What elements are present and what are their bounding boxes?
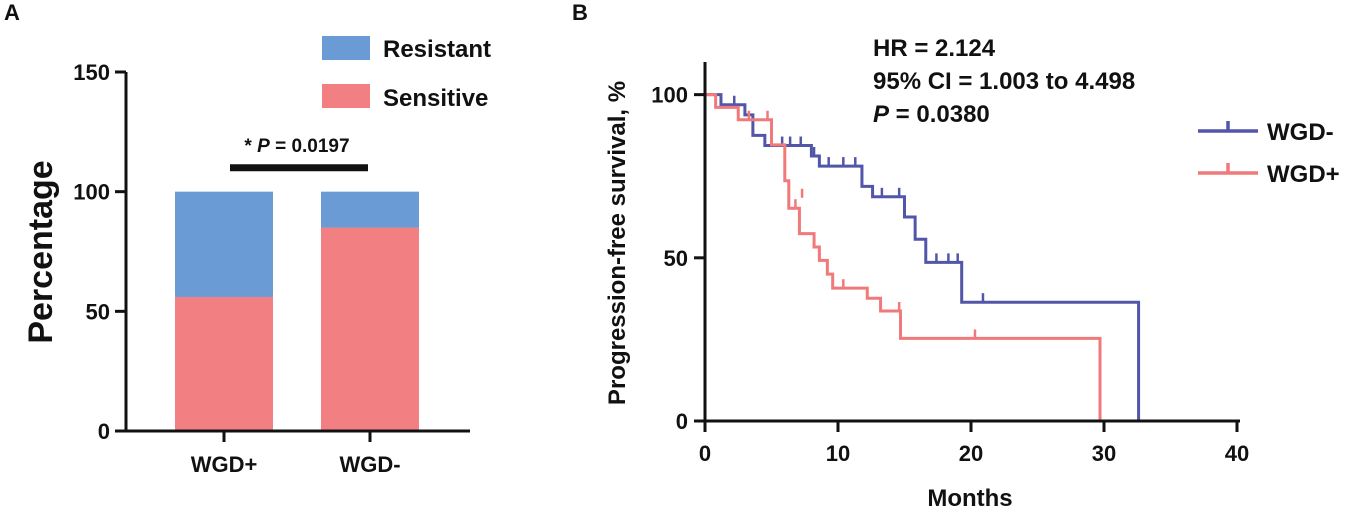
- panel-a-significance: * P = 0.0197: [230, 136, 368, 172]
- legend-label-wgd-minus: WGD-: [1267, 119, 1334, 146]
- y-tick-label-50: 50: [664, 246, 688, 271]
- bar-wgd-plus-sensitive: [175, 296, 273, 431]
- bar-wgd-minus-sensitive: [321, 227, 419, 431]
- y-tick-label-0: 0: [676, 409, 688, 434]
- panel-a-y-ticks: 0 50 100 150: [73, 60, 126, 444]
- x-tick-label-0: 0: [699, 441, 711, 466]
- panel-a-label: A: [4, 0, 20, 25]
- hazard-ratio-text: HR = 2.124: [873, 35, 996, 62]
- significance-p-italic: P: [257, 136, 270, 157]
- x-tick-label-wgd-plus: WGD+: [191, 452, 258, 477]
- x-tick-label-20: 20: [959, 441, 983, 466]
- legend-label-sensitive: Sensitive: [383, 85, 488, 112]
- panel-a-bars: [175, 191, 419, 431]
- confidence-interval-text: 95% CI = 1.003 to 4.498: [873, 68, 1135, 95]
- panel-b-x-axis-label: Months: [927, 485, 1012, 512]
- legend-label-wgd-plus: WGD+: [1267, 161, 1340, 188]
- y-tick-label-100: 100: [651, 83, 688, 108]
- panel-b-legend: WGD- WGD+: [1198, 119, 1340, 188]
- panel-a-x-ticks: WGD+ WGD-: [191, 431, 401, 477]
- panel-b-x-ticks: 0 10 20 30 40: [699, 421, 1249, 466]
- p-value-text: P = 0.0380: [873, 101, 990, 128]
- panel-b-label: B: [572, 0, 588, 25]
- significance-star: *: [244, 136, 257, 157]
- x-tick-label-10: 10: [826, 441, 850, 466]
- legend-label-resistant: Resistant: [383, 36, 491, 63]
- panel-a-legend: Resistant Sensitive: [322, 36, 491, 112]
- bar-wgd-plus-resistant: [175, 191, 273, 297]
- panel-b-y-ticks: 0 50 100: [651, 83, 705, 434]
- p-value: = 0.0380: [889, 101, 990, 128]
- panel-a-stacked-bar-chart: A Percentage 0 50 100 150 WGD+ WGD- * P = 0.…: [4, 0, 491, 477]
- y-tick-label-150: 150: [73, 60, 110, 85]
- x-tick-label-30: 30: [1092, 441, 1116, 466]
- y-tick-label-50: 50: [86, 299, 110, 324]
- x-tick-label-40: 40: [1225, 441, 1249, 466]
- p-italic: P: [873, 101, 890, 128]
- panel-b-survival-chart: B Progression-free survival, % Months 0 5…: [572, 0, 1340, 512]
- survival-curve-wgd-plus: [705, 93, 1102, 421]
- panel-b-curves: [705, 93, 1141, 421]
- bar-wgd-minus-resistant: [321, 191, 419, 228]
- panel-b-stats: HR = 2.124 95% CI = 1.003 to 4.498 P = 0…: [873, 35, 1135, 128]
- legend-swatch-resistant: [322, 36, 370, 60]
- significance-p-value: = 0.0197: [270, 136, 350, 157]
- x-tick-label-wgd-minus: WGD-: [339, 452, 400, 477]
- legend-swatch-sensitive: [322, 84, 370, 108]
- significance-text: * P = 0.0197: [244, 136, 349, 157]
- y-tick-label-100: 100: [73, 180, 110, 205]
- survival-curve-wgd-minus: [705, 93, 1141, 421]
- panel-a-y-axis-label: Percentage: [22, 160, 60, 343]
- y-tick-label-0: 0: [98, 419, 110, 444]
- panel-b-y-axis-label: Progression-free survival, %: [604, 81, 631, 405]
